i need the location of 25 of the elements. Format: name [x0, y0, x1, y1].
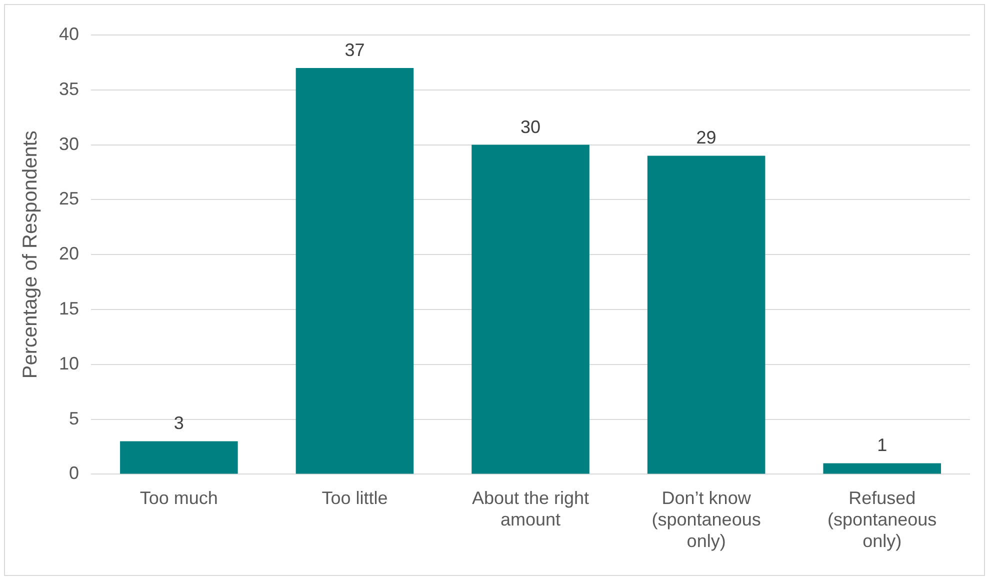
y-tick-label: 40 [58, 24, 80, 44]
bar [647, 156, 766, 474]
data-label: 3 [174, 413, 184, 434]
bar [296, 68, 414, 474]
data-label: 30 [520, 116, 541, 137]
x-tick-label: Don’t know (spontaneous only) [652, 488, 761, 552]
y-tick-label: 35 [58, 78, 80, 99]
y-axis-title: Percentage of Respondents [20, 130, 42, 379]
data-label: 1 [877, 435, 888, 456]
y-tick-label: 25 [58, 188, 80, 209]
bar [472, 144, 590, 474]
bar [120, 441, 238, 474]
y-tick-label: 20 [58, 244, 80, 264]
data-label: 37 [344, 40, 365, 60]
y-tick-label: 15 [58, 298, 80, 318]
y-tick-label: 10 [58, 353, 80, 374]
y-tick-label: 30 [58, 134, 80, 154]
data-label: 29 [696, 128, 716, 148]
x-tick-label: Refused (spontaneous only) [828, 488, 937, 552]
x-tick-label: Too much [140, 488, 218, 508]
bar [823, 463, 941, 474]
x-tick-label: About the right amount [472, 488, 590, 530]
y-tick-label: 0 [69, 463, 80, 484]
y-tick-label: 5 [69, 408, 80, 428]
x-tick-label: Too little [322, 488, 388, 508]
